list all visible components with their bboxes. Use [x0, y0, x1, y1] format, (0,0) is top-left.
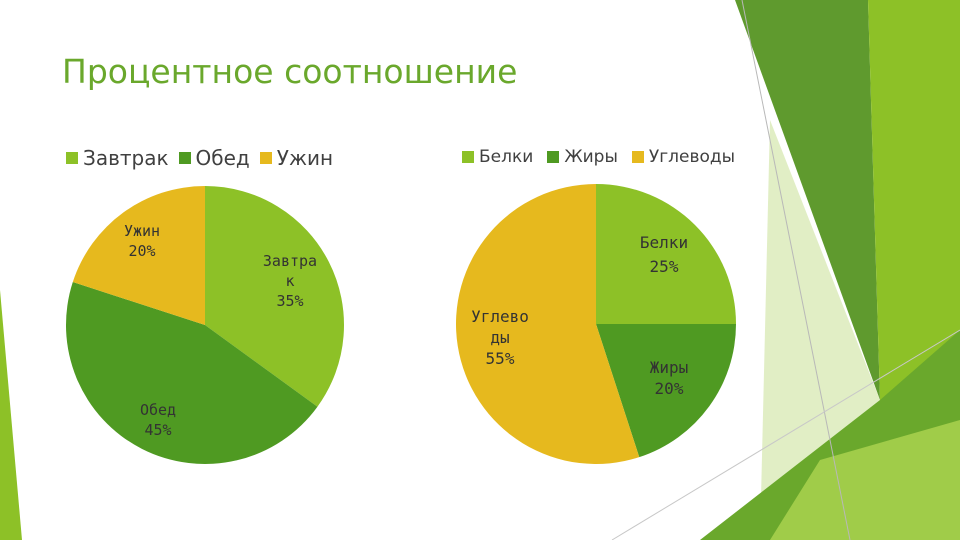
data-label-line: Жиры: [650, 358, 689, 377]
legend-label: Углеводы: [648, 147, 736, 167]
data-label: Обед 45%: [140, 401, 176, 439]
legend-item: Обед: [178, 146, 250, 170]
slide-title: Процентное соотношение: [62, 52, 518, 91]
pie-slice-2: [596, 324, 736, 458]
data-label-line: Обед: [140, 401, 176, 419]
legend-item: Белки: [462, 147, 533, 167]
legend-label: Обед: [195, 146, 250, 170]
data-label-line: Углево: [471, 307, 529, 326]
data-label: Завтра к 35%: [263, 252, 317, 310]
legend-item: Углеводы: [631, 147, 736, 167]
legend-swatch: [462, 151, 474, 163]
data-label-line: Белки: [640, 233, 688, 252]
data-label-line: 20%: [655, 379, 684, 398]
legend-label: Ужин: [276, 146, 334, 170]
legend-nutrients: Белки Жиры Углеводы: [462, 147, 749, 167]
deco-bottom-light: [770, 420, 960, 540]
data-label-line: ды: [490, 328, 509, 347]
legend-swatch: [547, 151, 560, 163]
legend-label: Завтрак: [83, 146, 169, 170]
pie-slice-1: [205, 186, 344, 407]
data-label-line: 55%: [486, 349, 515, 368]
pie-slice-2: [65, 282, 318, 465]
legend-item: Завтрак: [66, 146, 169, 170]
deco-left-stripe: [0, 290, 22, 540]
pie-slice-1: [596, 184, 736, 324]
legend-swatch: [66, 152, 78, 164]
data-label: Ужин 20%: [124, 222, 160, 260]
legend-swatch: [178, 152, 191, 164]
data-label: Жиры 20%: [650, 358, 689, 398]
deco-line-2: [611, 329, 960, 540]
data-label: Белки 25%: [640, 233, 688, 276]
data-label-line: 25%: [650, 257, 679, 276]
data-label-line: 35%: [276, 292, 303, 310]
deco-right-dark: [735, 0, 880, 400]
deco-line-1: [741, 0, 851, 540]
pie-slice-3: [456, 184, 640, 464]
legend-label: Жиры: [564, 147, 618, 167]
legend-label: Белки: [479, 147, 534, 167]
legend-swatch: [631, 151, 644, 163]
legend-swatch: [259, 152, 272, 164]
data-label-line: 45%: [144, 421, 171, 439]
legend-meals: Завтрак Обед Ужин: [66, 146, 343, 170]
data-label-line: к: [285, 272, 294, 290]
pie-slice-3: [72, 186, 205, 325]
legend-item: Жиры: [547, 147, 618, 167]
data-label-line: Ужин: [124, 222, 160, 240]
data-label: Углево ды 55%: [471, 307, 529, 368]
legend-item: Ужин: [259, 146, 334, 170]
data-label-line: Завтра: [263, 252, 317, 270]
data-label-line: 20%: [128, 242, 155, 260]
